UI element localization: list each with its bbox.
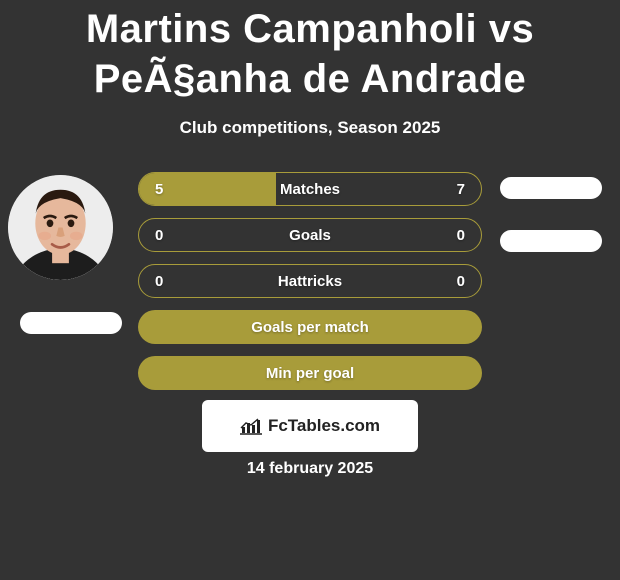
date-label: 14 february 2025 bbox=[0, 460, 620, 478]
stat-row-matches: 5 Matches 7 bbox=[138, 172, 482, 206]
player-avatar-left bbox=[8, 175, 113, 280]
stat-row-goals-per-match: Goals per match bbox=[138, 310, 482, 344]
stat-right-value: 7 bbox=[425, 181, 465, 198]
player-name-pill-right-2 bbox=[500, 230, 602, 252]
stat-label: Goals per match bbox=[138, 319, 482, 336]
player-name-pill-left bbox=[20, 312, 122, 334]
page-title: Martins Campanholi vs PeÃ§anha de Andrad… bbox=[0, 0, 620, 104]
logo-box: FcTables.com bbox=[202, 400, 418, 452]
stat-label: Min per goal bbox=[138, 365, 482, 382]
stat-row-goals: 0 Goals 0 bbox=[138, 218, 482, 252]
stat-row-hattricks: 0 Hattricks 0 bbox=[138, 264, 482, 298]
stat-left-value: 5 bbox=[155, 181, 195, 198]
subtitle: Club competitions, Season 2025 bbox=[0, 118, 620, 138]
stat-right-value: 0 bbox=[425, 227, 465, 244]
player-name-pill-right-1 bbox=[500, 177, 602, 199]
stat-left-value: 0 bbox=[155, 273, 195, 290]
stats-table: 5 Matches 7 0 Goals 0 0 Hattricks 0 Goal… bbox=[138, 172, 482, 402]
stat-row-min-per-goal: Min per goal bbox=[138, 356, 482, 390]
stat-left-value: 0 bbox=[155, 227, 195, 244]
bar-chart-icon bbox=[240, 417, 262, 435]
logo-text: FcTables.com bbox=[268, 416, 380, 436]
stat-right-value: 0 bbox=[425, 273, 465, 290]
